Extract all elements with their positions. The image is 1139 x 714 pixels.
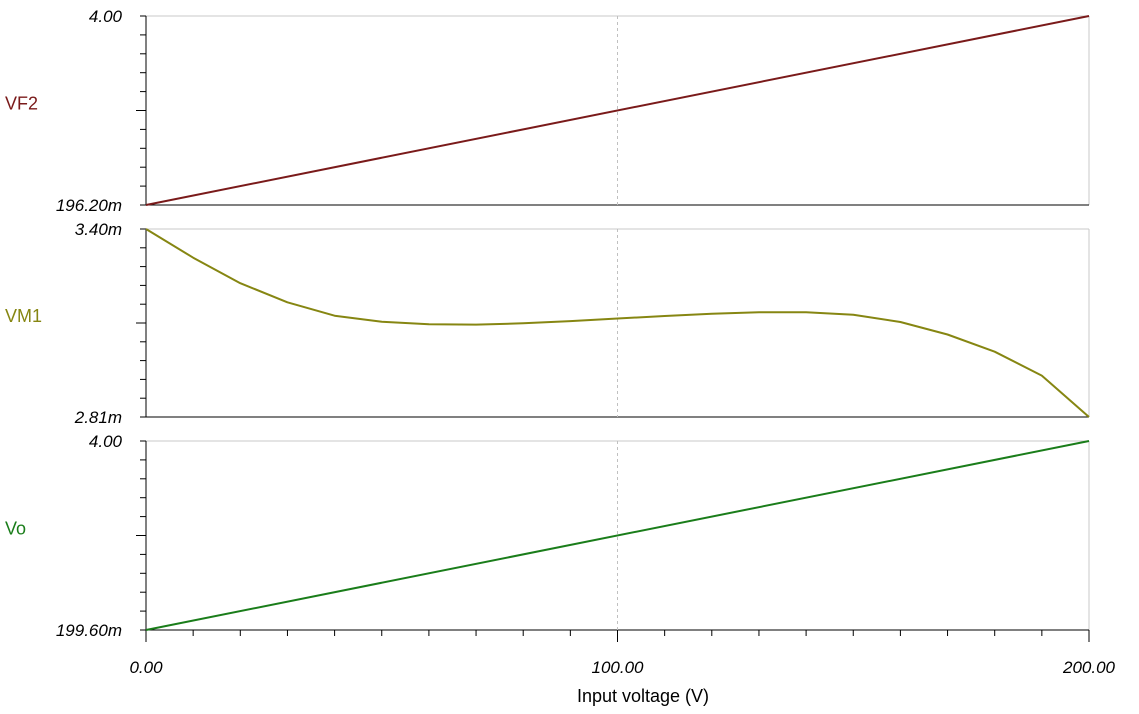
panel-1-ymax-label: 3.40m [75, 220, 122, 239]
panel-0-series-name: VF2 [5, 94, 38, 114]
panel-2-series-line [145, 440, 1090, 631]
x-axis-title: Input voltage (V) [577, 686, 709, 706]
panel-0-ymax-label: 4.00 [89, 7, 123, 26]
panel-2-series-name: Vo [5, 519, 26, 539]
panel-1-series-name: VM1 [5, 306, 42, 326]
panel-0-ymin-label: 196.20m [56, 196, 122, 215]
x-tick-label: 0.00 [129, 658, 163, 677]
panel-2-ymax-label: 4.00 [89, 432, 123, 451]
panel-0-series-line [145, 15, 1090, 206]
panel-1-ymin-label: 2.81m [74, 408, 122, 427]
x-tick-label: 200.00 [1062, 658, 1116, 677]
panel-2-ymin-label: 199.60m [56, 621, 122, 640]
x-tick-label: 100.00 [592, 658, 645, 677]
panel-1-series-line [145, 228, 1090, 418]
